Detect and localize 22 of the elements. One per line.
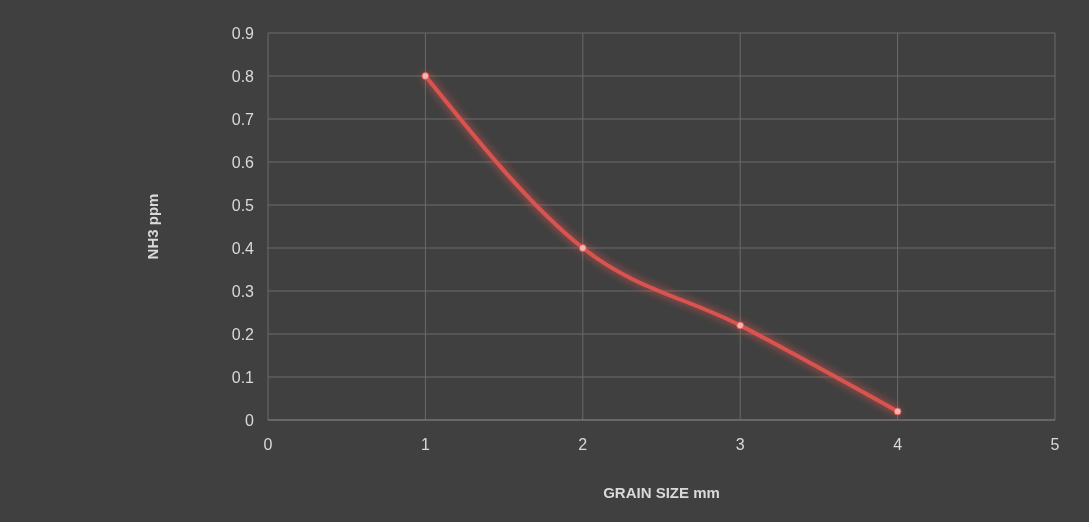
y-tick-label: 0.3 — [231, 282, 255, 300]
x-tick-label: 5 — [1050, 436, 1060, 453]
point — [421, 72, 430, 80]
point — [893, 407, 902, 416]
x-tick-label: 3 — [735, 436, 745, 453]
y-tick-label: 0.4 — [231, 239, 255, 257]
y-tick-label: 0.7 — [231, 110, 255, 128]
x-tick-label: 4 — [893, 436, 903, 453]
x-tick-label: 0 — [263, 436, 273, 453]
point — [578, 244, 587, 252]
y-tick-label: 0.8 — [231, 67, 255, 85]
y-tick-label: 0.5 — [231, 196, 255, 214]
y-axis-title: NH3 ppm — [144, 193, 161, 260]
y-tick-label: 0 — [245, 411, 255, 429]
y-tick-label: 0.9 — [231, 24, 255, 42]
y-tick-label: 0.1 — [231, 368, 255, 386]
x-axis-title: GRAIN SIZE mm — [603, 484, 720, 501]
y-tick-label: 0.6 — [231, 153, 255, 171]
x-tick-label: 1 — [420, 436, 430, 453]
point — [736, 321, 745, 330]
x-tick-label: 2 — [578, 436, 588, 453]
y-tick-label: 0.2 — [231, 325, 255, 343]
